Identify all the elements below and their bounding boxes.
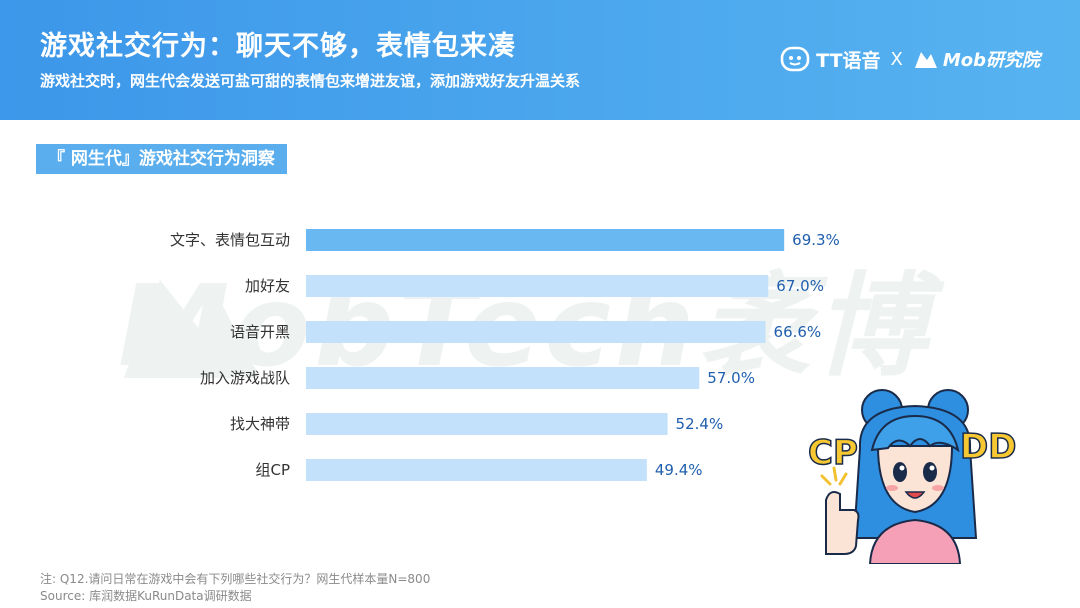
section-tag: 『 网生代』游戏社交行为洞察 bbox=[36, 144, 287, 174]
dd-sticker-text: DD bbox=[960, 427, 1016, 467]
bar-1 bbox=[306, 275, 769, 297]
value-label-3: 57.0% bbox=[707, 369, 755, 387]
bar-5 bbox=[306, 459, 647, 481]
watermark-mark-icon bbox=[124, 280, 260, 378]
brand-logos: TT语音 X Mob研究院 bbox=[780, 44, 1040, 74]
bar-0 bbox=[306, 229, 785, 251]
girl-thumbs-up-illustration: CP DD bbox=[807, 389, 1017, 564]
cp-sticker-text: CP bbox=[808, 433, 858, 473]
category-label-4: 找大神带 bbox=[230, 415, 290, 433]
header-banner: 游戏社交行为：聊天不够，表情包来凑 游戏社交时，网生代会发送可盐可甜的表情包来增… bbox=[0, 0, 1080, 120]
value-label-5: 49.4% bbox=[655, 461, 703, 479]
value-label-4: 52.4% bbox=[676, 415, 724, 433]
bar-3 bbox=[306, 367, 700, 389]
value-label-0: 69.3% bbox=[792, 231, 840, 249]
category-label-2: 语音开黑 bbox=[230, 323, 290, 341]
value-label-1: 67.0% bbox=[776, 277, 824, 295]
footnote: 注: Q12.请问日常在游戏中会有下列哪些社交行为？网生代样本量N=800 So… bbox=[40, 571, 430, 605]
bar-chart: 文字、表情包互动 69.3% 加好友 67.0% 语音开黑 66.6% 加入游戏战队 57.0… bbox=[170, 229, 840, 481]
category-label-0: 文字、表情包互动 bbox=[170, 231, 290, 249]
page-subtitle: 游戏社交时，网生代会发送可盐可甜的表情包来增进友谊，添加游戏好友升温关系 bbox=[40, 72, 581, 90]
source-note: Source: 库润数据KuRunData调研数据 bbox=[40, 589, 252, 603]
page-title: 游戏社交行为：聊天不够，表情包来凑 bbox=[40, 31, 516, 62]
category-label-3: 加入游戏战队 bbox=[200, 369, 290, 387]
category-label-1: 加好友 bbox=[245, 277, 290, 295]
tt-logo-text: TT语音 bbox=[816, 49, 881, 72]
tt-face-icon bbox=[780, 46, 810, 72]
tt-logo: TT语音 bbox=[780, 44, 880, 74]
bar-2 bbox=[306, 321, 766, 343]
bar-4 bbox=[306, 413, 668, 435]
brand-separator: X bbox=[890, 48, 903, 70]
mob-logo: Mob研究院 bbox=[913, 46, 1040, 72]
survey-note: 注: Q12.请问日常在游戏中会有下列哪些社交行为？网生代样本量N=800 bbox=[40, 572, 431, 586]
category-label-5: 组CP bbox=[255, 461, 290, 479]
mob-logo-text: Mob研究院 bbox=[942, 50, 1040, 71]
mob-mark-icon bbox=[914, 52, 937, 68]
value-label-2: 66.6% bbox=[774, 323, 822, 341]
